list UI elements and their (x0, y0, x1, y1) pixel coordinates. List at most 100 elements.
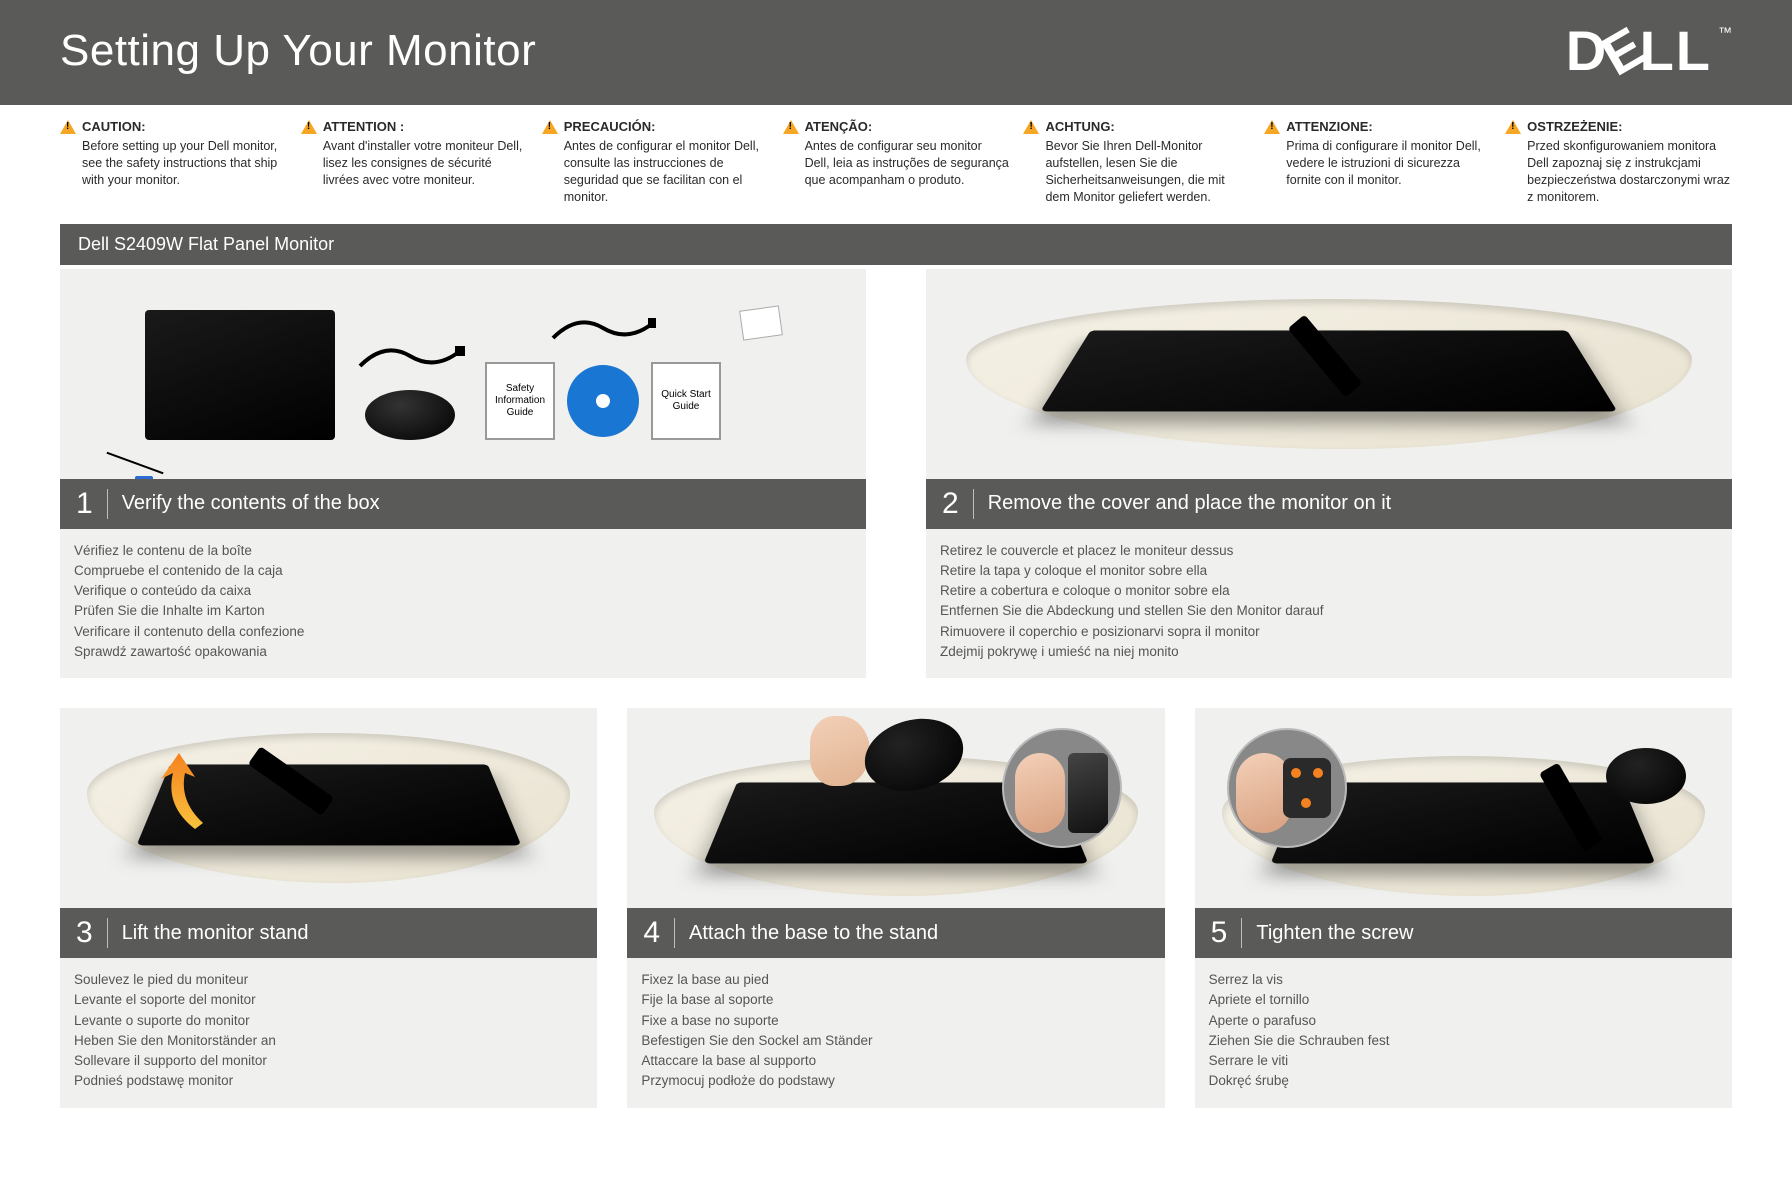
caution-column: ATTENZIONE: Prima di configurare il monit… (1264, 119, 1491, 206)
step-3-title: Lift the monitor stand (122, 922, 309, 945)
translation-line: Apriete el tornillo (1209, 990, 1718, 1010)
step-1-illustration: Safety Information Guide Quick Start Gui… (60, 269, 866, 479)
translation-line: Ziehen Sie die Schrauben fest (1209, 1031, 1718, 1051)
warning-icon (1023, 120, 1039, 134)
translation-line: Fixe a base no suporte (641, 1011, 1150, 1031)
caution-text: Przed skonfigurowaniem monitora Dell zap… (1505, 138, 1732, 206)
caution-text: Avant d'installer votre moniteur Dell, l… (301, 138, 528, 189)
step-2: 2 Remove the cover and place the monitor… (926, 269, 1732, 679)
step-2-title: Remove the cover and place the monitor o… (988, 492, 1392, 515)
translation-line: Dokręć śrubę (1209, 1071, 1718, 1091)
caution-column: ATTENTION : Avant d'installer votre monit… (301, 119, 528, 206)
translation-line: Attaccare la base al supporto (641, 1051, 1150, 1071)
caution-label: ATTENZIONE: (1286, 119, 1372, 134)
step-2-translations: Retirez le couvercle et placez le monite… (926, 529, 1732, 679)
step-4-title-bar: 4 Attach the base to the stand (627, 908, 1164, 958)
safety-guide-box: Safety Information Guide (485, 362, 555, 440)
step-5: 5 Tighten the screw Serrez la visApriete… (1195, 708, 1732, 1108)
steps-row-bottom: 3 Lift the monitor stand Soulevez le pie… (60, 708, 1732, 1108)
step-3-number: 3 (76, 918, 108, 948)
step-2-number: 2 (942, 489, 974, 519)
translation-line: Levante o suporte do monitor (74, 1011, 583, 1031)
caution-label: OSTRZEŻENIE: (1527, 119, 1622, 134)
step-5-title: Tighten the screw (1256, 922, 1413, 945)
warning-icon (1264, 120, 1280, 134)
documents-icon (739, 305, 783, 340)
warning-icon (60, 120, 76, 134)
translation-line: Vérifiez le contenu de la boîte (74, 541, 852, 561)
step-5-translations: Serrez la visApriete el tornilloAperte o… (1195, 958, 1732, 1108)
dell-logo: DELL (1566, 18, 1712, 83)
translation-line: Retire a cobertura e coloque o monitor s… (940, 581, 1718, 601)
step-3-illustration (60, 708, 597, 908)
power-cable-icon (355, 336, 465, 376)
steps-row-top: Safety Information Guide Quick Start Gui… (60, 269, 1732, 679)
caution-text: Bevor Sie Ihren Dell-Monitor aufstellen,… (1023, 138, 1250, 206)
header-bar: Setting Up Your Monitor DELL ™ (0, 0, 1792, 105)
page-title: Setting Up Your Monitor (60, 26, 536, 76)
base-disc-icon (365, 390, 455, 440)
signal-cable-icon (548, 308, 658, 348)
translation-line: Serrez la vis (1209, 970, 1718, 990)
caution-text: Antes de configurar el monitor Dell, con… (542, 138, 769, 206)
cloth-icon (966, 299, 1691, 449)
step-3-translations: Soulevez le pied du moniteurLevante el s… (60, 958, 597, 1108)
caution-label: PRECAUCIÓN: (564, 119, 656, 134)
translation-line: Levante el soporte del monitor (74, 990, 583, 1010)
translation-line: Fixez la base au pied (641, 970, 1150, 990)
translation-line: Retirez le couvercle et placez le monite… (940, 541, 1718, 561)
translation-line: Prüfen Sie die Inhalte im Karton (74, 601, 852, 621)
caution-label: ATENÇÃO: (805, 119, 873, 134)
step-5-illustration (1195, 708, 1732, 908)
product-title-bar: Dell S2409W Flat Panel Monitor (60, 224, 1732, 265)
monitor-icon (145, 310, 335, 440)
translation-line: Zdejmij pokrywę i umieść na niej monito (940, 642, 1718, 662)
caution-column: ATENÇÃO: Antes de configurar seu monitor … (783, 119, 1010, 206)
caution-label: CAUTION: (82, 119, 146, 134)
step-4: 4 Attach the base to the stand Fixez la … (627, 708, 1164, 1108)
step-5-title-bar: 5 Tighten the screw (1195, 908, 1732, 958)
caution-label: ACHTUNG: (1045, 119, 1114, 134)
caution-text: Prima di configurare il monitor Dell, ve… (1264, 138, 1491, 189)
step-1: Safety Information Guide Quick Start Gui… (60, 269, 866, 679)
caution-label: ATTENTION : (323, 119, 404, 134)
caution-column: OSTRZEŻENIE: Przed skonfigurowaniem monit… (1505, 119, 1732, 206)
translation-line: Podnieś podstawę monitor (74, 1071, 583, 1091)
translation-line: Fije la base al soporte (641, 990, 1150, 1010)
warning-icon (542, 120, 558, 134)
step-1-title-bar: 1 Verify the contents of the box (60, 479, 866, 529)
translation-line: Entfernen Sie die Abdeckung und stellen … (940, 601, 1718, 621)
connector-icon (135, 476, 153, 479)
caution-column: PRECAUCIÓN: Antes de configurar el monito… (542, 119, 769, 206)
translation-line: Retire la tapa y coloque el monitor sobr… (940, 561, 1718, 581)
driver-cd-icon (567, 365, 639, 437)
translation-line: Befestigen Sie den Sockel am Ständer (641, 1031, 1150, 1051)
step-1-number: 1 (76, 489, 108, 519)
warning-icon (1505, 120, 1521, 134)
translation-line: Sollevare il supporto del monitor (74, 1051, 583, 1071)
step-4-title: Attach the base to the stand (689, 922, 938, 945)
caution-column: CAUTION:Before setting up your Dell moni… (60, 119, 287, 206)
translation-line: Soulevez le pied du moniteur (74, 970, 583, 990)
translation-line: Serrare le viti (1209, 1051, 1718, 1071)
step-1-title: Verify the contents of the box (122, 492, 380, 515)
warning-icon (301, 120, 317, 134)
translation-line: Przymocuj podłoże do podstawy (641, 1071, 1150, 1091)
step-4-number: 4 (643, 918, 675, 948)
cautions-row: CAUTION:Before setting up your Dell moni… (0, 105, 1792, 224)
finger-icon (1015, 753, 1065, 833)
step-2-illustration (926, 269, 1732, 479)
quick-start-box: Quick Start Guide (651, 362, 721, 440)
step-5-number: 5 (1211, 918, 1243, 948)
translation-line: Heben Sie den Monitorständer an (74, 1031, 583, 1051)
translation-line: Compruebe el contenido de la caja (74, 561, 852, 581)
step-4-translations: Fixez la base au piedFije la base al sop… (627, 958, 1164, 1108)
content-area: Dell S2409W Flat Panel Monitor (0, 224, 1792, 1138)
lift-arrow-icon (155, 751, 215, 831)
cloth-icon (87, 733, 571, 883)
translation-line: Aperte o parafuso (1209, 1011, 1718, 1031)
warning-icon (783, 120, 799, 134)
caution-text: Antes de configurar seu monitor Dell, le… (783, 138, 1010, 189)
attached-base-icon (1606, 748, 1686, 804)
hand-icon (810, 716, 870, 786)
